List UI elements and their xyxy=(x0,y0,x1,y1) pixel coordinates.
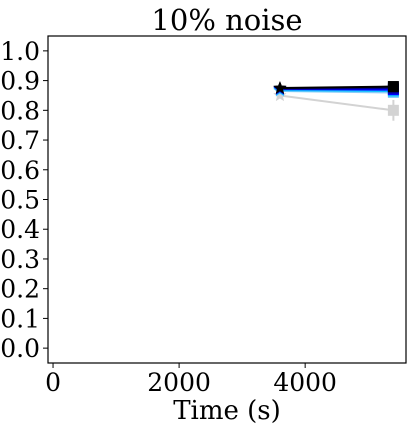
series-6 xyxy=(273,80,399,94)
series-line xyxy=(279,85,394,90)
y-tick-label: 0.7 xyxy=(0,126,40,155)
y-tick-label: 0.0 xyxy=(0,334,40,363)
y-tick-label: 0.6 xyxy=(0,156,40,185)
series-line xyxy=(279,94,394,112)
y-tick-label: 1.0 xyxy=(0,37,40,66)
star-marker xyxy=(273,88,287,102)
y-tick-label: 0.1 xyxy=(0,304,40,333)
y-tick-label: 0.3 xyxy=(0,245,40,274)
x-tick-label: 2000 xyxy=(147,368,211,397)
x-tick-label: 4000 xyxy=(273,368,337,397)
square-marker xyxy=(387,104,399,116)
y-tick-label: 0.4 xyxy=(0,215,40,244)
series-0 xyxy=(273,88,399,121)
y-tick-label: 0.8 xyxy=(0,96,40,125)
x-tick-label: 0 xyxy=(45,368,61,397)
x-axis: 0 2000 4000 xyxy=(45,363,337,397)
y-tick-label: 0.9 xyxy=(0,67,40,96)
y-tick-label: 0.5 xyxy=(0,186,40,215)
star-marker xyxy=(273,80,287,94)
series-layer xyxy=(273,80,399,121)
y-tick-label: 0.2 xyxy=(0,275,40,304)
y-axis: 0.00.10.20.30.40.50.60.70.80.91.0 xyxy=(0,37,48,363)
chart-title: 10% noise xyxy=(151,3,302,37)
x-axis-title: Time (s) xyxy=(173,396,281,426)
plot-frame xyxy=(47,35,407,364)
square-marker xyxy=(387,81,399,93)
